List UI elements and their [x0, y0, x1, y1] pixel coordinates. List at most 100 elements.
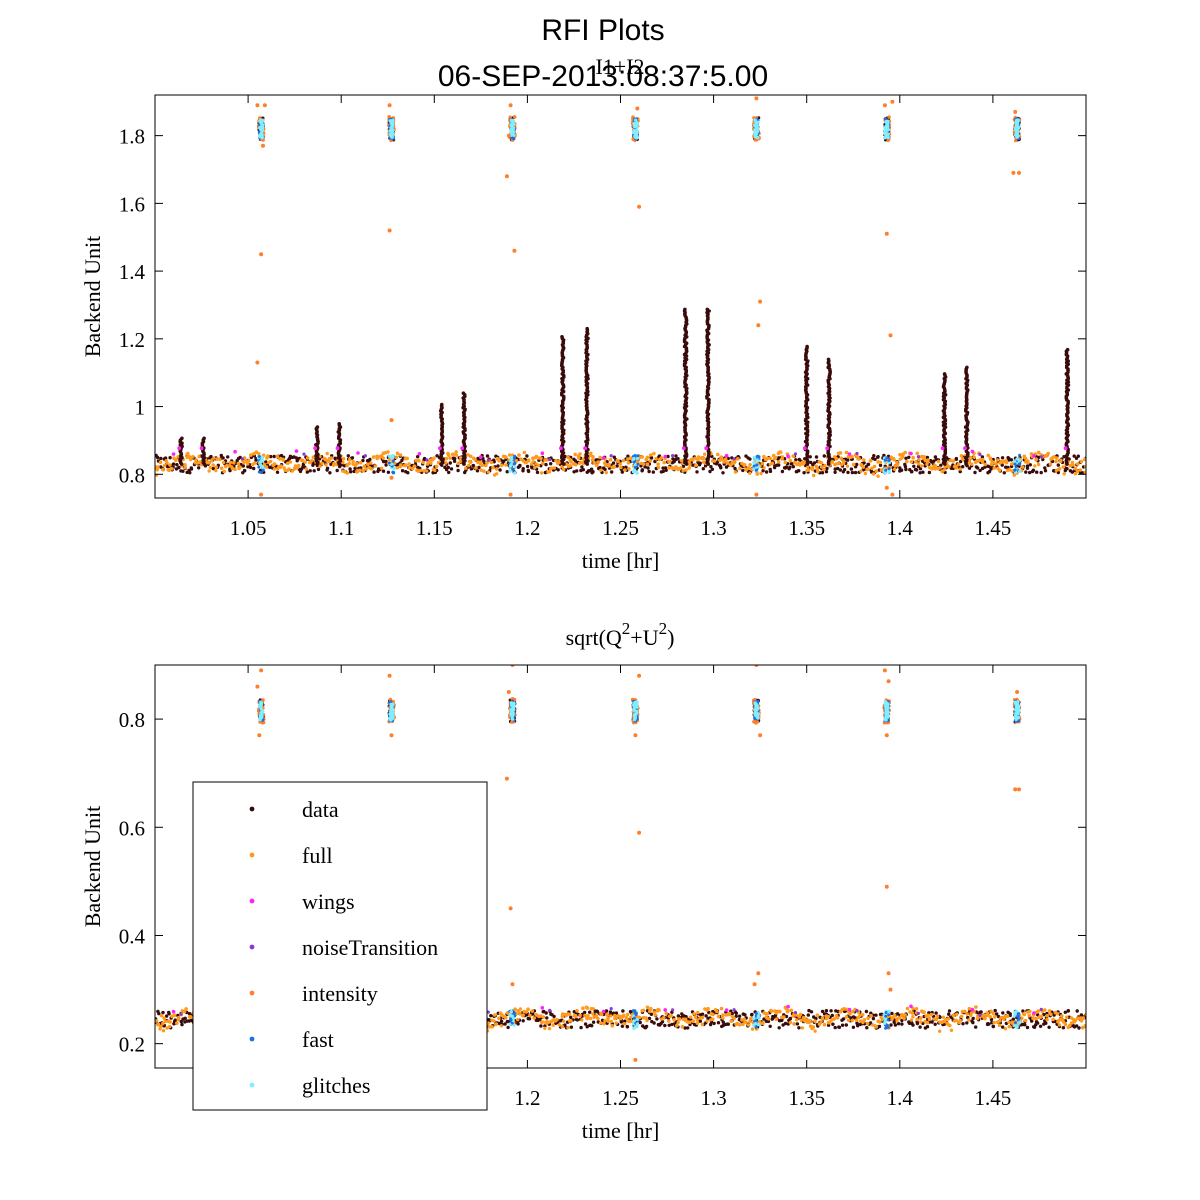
outlier-point: [882, 103, 887, 108]
data-point: [784, 1014, 789, 1019]
data-point: [824, 1009, 829, 1013]
full-point: [970, 462, 974, 466]
fast-point: [757, 455, 761, 459]
data-point: [1041, 457, 1045, 462]
data-point: [346, 454, 350, 458]
full-point: [549, 466, 554, 470]
full-point: [318, 464, 322, 468]
full-point: [656, 465, 661, 470]
full-point: [1033, 464, 1037, 468]
full-point: [450, 452, 455, 457]
data-point: [643, 465, 647, 469]
full-point: [716, 1014, 721, 1019]
full-point: [551, 1023, 555, 1027]
data-point: [569, 1015, 573, 1019]
full-point: [454, 453, 459, 457]
noise-transition-point: [609, 454, 613, 458]
noise-transition-point: [240, 457, 245, 461]
full-point: [983, 1016, 987, 1021]
cal-glitch-point: [883, 131, 888, 135]
wings-point: [313, 446, 317, 451]
data-point: [661, 466, 665, 470]
full-point: [253, 461, 257, 465]
full-point: [862, 1018, 866, 1023]
full-point: [345, 471, 349, 475]
full-point: [186, 451, 190, 456]
full-point: [581, 1006, 585, 1010]
data-point: [1039, 470, 1043, 475]
data-point: [556, 468, 560, 472]
data-point: [623, 1019, 627, 1023]
data-point: [649, 1012, 654, 1016]
data-point: [849, 467, 854, 471]
full-point: [375, 456, 379, 461]
full-point: [1003, 1027, 1008, 1031]
glitch-point: [755, 457, 759, 462]
data-point: [163, 456, 168, 460]
data-point: [824, 470, 829, 474]
full-point: [866, 1016, 870, 1020]
wings-point: [335, 446, 340, 451]
data-point: [873, 457, 877, 461]
data-point: [973, 470, 977, 475]
figure-title: RFI Plots: [541, 14, 664, 47]
full-point: [1024, 456, 1028, 461]
data-point: [384, 463, 388, 467]
full-point: [540, 1020, 545, 1024]
full-point: [552, 466, 556, 470]
glitch-point: [1018, 469, 1022, 473]
full-point: [817, 1022, 822, 1026]
full-point: [1075, 469, 1080, 474]
data-point: [612, 455, 616, 459]
data-point: [1065, 467, 1069, 471]
full-point: [677, 1017, 682, 1021]
full-point: [994, 462, 998, 466]
data-point: [1075, 1009, 1079, 1013]
data-point: [777, 463, 781, 467]
full-point: [1047, 1009, 1052, 1013]
full-point: [629, 1015, 633, 1020]
full-point: [233, 467, 237, 472]
full-point: [591, 455, 595, 459]
full-point: [539, 471, 544, 475]
data-point: [1028, 463, 1033, 467]
data-point: [1001, 1025, 1005, 1029]
data-point: [361, 458, 365, 463]
spike-point: [585, 326, 589, 331]
data-point: [1070, 470, 1075, 474]
full-point: [266, 454, 270, 458]
full-point: [937, 466, 942, 470]
x-tick-label: 1.35: [788, 516, 825, 540]
data-point: [954, 457, 959, 461]
data-point: [893, 1023, 898, 1027]
full-point: [711, 1012, 715, 1017]
fast-point: [632, 460, 636, 464]
fast-point: [261, 468, 265, 472]
data-point: [526, 468, 530, 473]
full-point: [681, 469, 685, 473]
full-point: [243, 459, 248, 463]
full-point: [563, 1012, 567, 1017]
data-point: [209, 454, 213, 459]
data-point: [189, 467, 194, 471]
full-point: [662, 460, 666, 465]
data-point: [452, 459, 457, 463]
data-point: [525, 464, 530, 469]
data-point: [604, 1009, 609, 1013]
data-point: [676, 457, 680, 461]
full-point: [941, 1015, 945, 1019]
cal-glitch-point: [884, 119, 889, 124]
data-point: [762, 1017, 766, 1021]
data-point: [666, 454, 670, 459]
data-point: [734, 1011, 738, 1015]
full-point: [619, 465, 623, 470]
full-point: [1073, 1018, 1078, 1022]
data-point: [686, 1026, 690, 1030]
data-point: [335, 468, 339, 473]
data-point: [918, 1025, 922, 1029]
data-point: [663, 1023, 667, 1028]
data-point: [837, 1025, 841, 1029]
fast-point: [885, 456, 889, 460]
full-point: [946, 1017, 951, 1021]
full-point: [249, 453, 253, 457]
